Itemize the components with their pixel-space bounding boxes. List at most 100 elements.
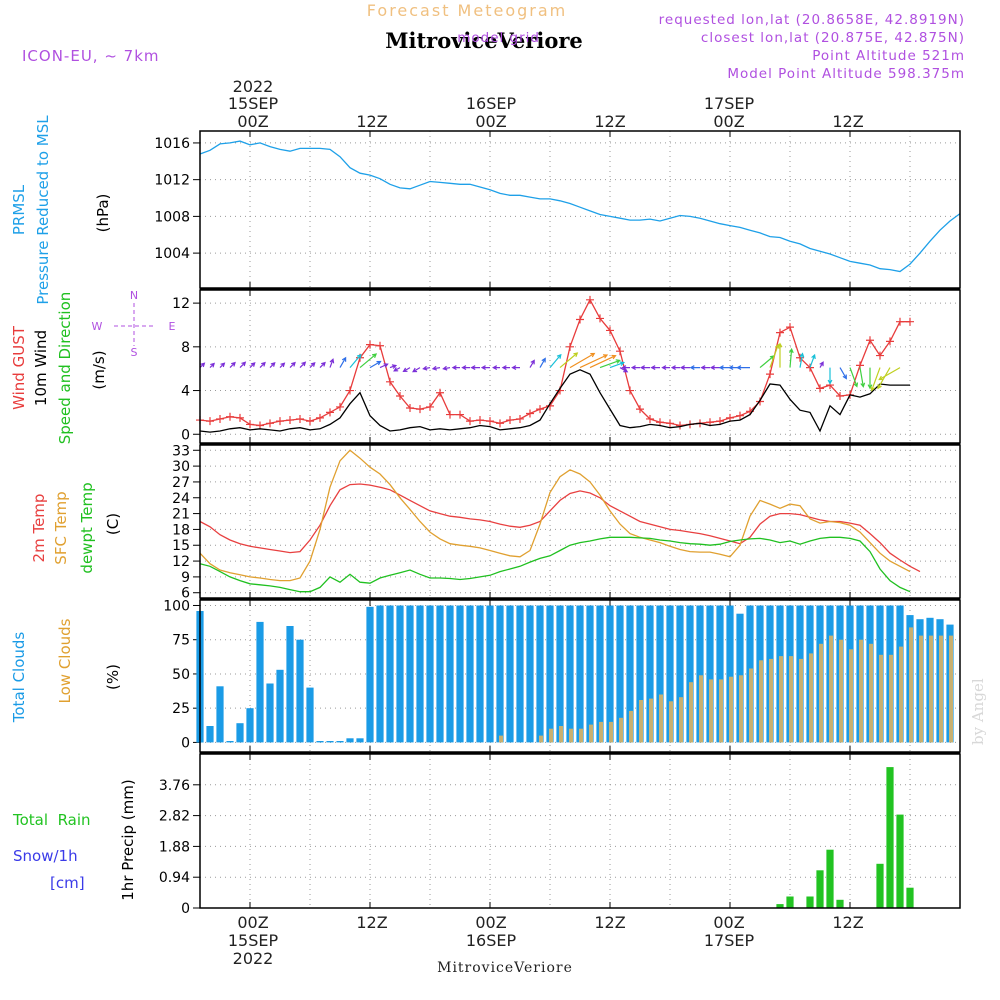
wind-arrow-51 xyxy=(700,365,710,371)
low-cloud-bar-63 xyxy=(829,635,833,743)
low-cloud-bar-50 xyxy=(699,675,703,743)
gust-point-8 xyxy=(276,417,284,426)
low-cloud-bar-64 xyxy=(839,639,843,743)
gust-point-47 xyxy=(666,419,674,428)
gust-point-38 xyxy=(576,315,584,324)
rain-bar-62 xyxy=(816,870,824,908)
temp-label-sfc: SFC Temp xyxy=(52,491,70,564)
low-cloud-bar-72 xyxy=(919,635,923,743)
gust-point-2 xyxy=(216,414,224,423)
top-axis-year: 2022 xyxy=(233,77,274,96)
wind-arrow-21 xyxy=(402,367,411,373)
total-cloud-bar-11 xyxy=(306,687,314,743)
cloud-ytick-label-1: 25 xyxy=(172,701,190,717)
rain-bar-58 xyxy=(776,904,784,908)
total-cloud-bar-51 xyxy=(706,605,714,743)
temp-label-2m: 2m Temp xyxy=(30,494,48,563)
low-cloud-bar-65 xyxy=(849,649,853,743)
product-title: Forecast Meteogram xyxy=(367,1,567,20)
wind-arrow-6 xyxy=(259,361,266,369)
wind-arrow-23 xyxy=(422,365,431,371)
total-cloud-bar-36 xyxy=(556,605,564,743)
wind-arrow-45 xyxy=(639,365,650,371)
compass-east: E xyxy=(169,320,176,333)
wind-arrow-37 xyxy=(569,352,596,369)
total-cloud-bar-17 xyxy=(366,606,374,743)
low-cloud-bar-58 xyxy=(779,656,783,743)
compass-south: S xyxy=(131,346,138,359)
gust-point-22 xyxy=(416,405,424,414)
low-cloud-bar-44 xyxy=(639,700,643,743)
gust-point-11 xyxy=(306,417,314,426)
wind-arrow-38 xyxy=(579,354,609,369)
bottom-axis-12z-15sep: 12Z xyxy=(356,913,387,932)
gust-point-10 xyxy=(296,414,304,423)
gust-point-26 xyxy=(456,410,464,419)
rain-bar-69 xyxy=(886,767,894,908)
low-cloud-bar-73 xyxy=(929,635,933,743)
pressure-ytick-label-0: 1004 xyxy=(154,246,190,262)
model-label: ICON-EU, ~ 7km xyxy=(22,47,160,65)
wind-arrow-12 xyxy=(319,361,326,369)
gust-point-40 xyxy=(596,314,604,323)
top-axis-12z-16sep: 12Z xyxy=(594,112,625,131)
wind-arrow-49 xyxy=(679,365,690,371)
wind-arrow-59 xyxy=(788,347,794,368)
low-cloud-bar-70 xyxy=(899,646,903,743)
gust-point-32 xyxy=(516,414,524,423)
total-cloud-bar-35 xyxy=(546,605,554,743)
pressure-label-prmsl: PRMSL xyxy=(10,184,28,235)
low-cloud-bar-60 xyxy=(799,658,803,743)
wind-unit: (m/s) xyxy=(90,350,108,389)
cloud-panel: 0 25 50 75 100 xyxy=(163,598,961,753)
compass-west: W xyxy=(92,320,103,333)
low-cloud-bar-46 xyxy=(659,694,663,743)
gust-point-12 xyxy=(316,413,324,422)
wind-arrow-64 xyxy=(839,367,847,380)
total-cloud-bar-23 xyxy=(426,605,434,743)
gust-point-27 xyxy=(466,417,474,426)
gust-point-41 xyxy=(606,326,614,335)
low-cloud-bar-38 xyxy=(579,728,583,743)
total-cloud-bar-8 xyxy=(276,669,284,743)
total-cloud-bar-4 xyxy=(236,723,244,743)
low-cloud-bar-37 xyxy=(569,728,573,743)
bottom-axis-date-17sep: 17SEP xyxy=(704,931,755,950)
wind-arrow-8 xyxy=(279,362,286,369)
gust-point-31 xyxy=(506,416,514,425)
low-cloud-bar-69 xyxy=(889,654,893,743)
rain-bar-68 xyxy=(876,863,884,908)
top-axis-date-16sep: 16SEP xyxy=(466,94,517,113)
low-cloud-bar-51 xyxy=(709,679,713,743)
wind-ytick-label-3: 12 xyxy=(172,296,190,312)
total-cloud-bar-6 xyxy=(256,621,264,743)
gust-point-43 xyxy=(626,386,634,395)
wind-arrow-29 xyxy=(480,365,490,371)
gust-point-34 xyxy=(536,405,544,414)
gust-point-60 xyxy=(796,353,804,362)
gust-point-37 xyxy=(566,342,574,351)
pressure-label-msl: Pressure Reduced to MSL xyxy=(34,115,52,305)
temp-ytick-label-0: 6 xyxy=(181,586,190,602)
total-cloud-bar-29 xyxy=(486,605,494,743)
cloud-unit: (%) xyxy=(104,664,122,690)
total-cloud-bar-33 xyxy=(526,605,534,743)
rain-bar-70 xyxy=(896,814,904,908)
top-axis-00z-17sep: 00Z xyxy=(713,112,744,131)
total-cloud-bar-22 xyxy=(416,605,424,743)
rain-bar-59 xyxy=(786,896,794,908)
low-cloud-bar-35 xyxy=(549,728,553,743)
total-cloud-bar-13 xyxy=(326,741,334,743)
wind-arrow-44 xyxy=(630,365,640,371)
wind-compass: N S W E xyxy=(92,289,176,359)
total-cloud-bar-34 xyxy=(536,605,544,743)
wind-ytick-label-0: 0 xyxy=(181,427,190,443)
gust-point-71 xyxy=(906,317,914,326)
temp-ytick-label-8: 30 xyxy=(172,459,190,475)
pressure-series-prmsl xyxy=(199,140,961,273)
bottom-axis-year: 2022 xyxy=(233,949,274,968)
temp-label-dewpt: dewpt Temp xyxy=(78,482,96,573)
wind-arrow-24 xyxy=(431,365,441,371)
gust-point-15 xyxy=(346,386,354,395)
wind-arrow-14 xyxy=(339,356,347,368)
